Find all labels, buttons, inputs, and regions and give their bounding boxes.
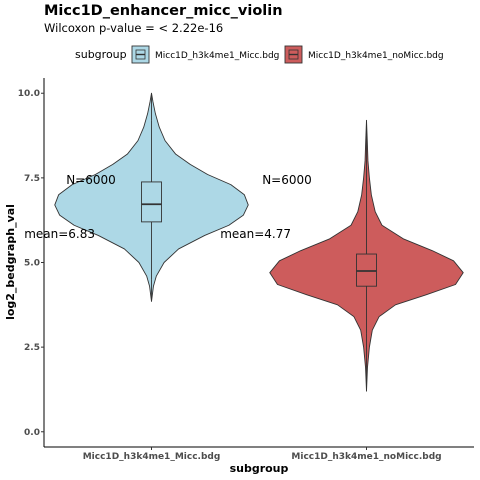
y-tick-label: 10.0 bbox=[18, 89, 40, 99]
x-axis-title: subgroup bbox=[230, 462, 289, 475]
y-tick-label: 7.5 bbox=[24, 174, 40, 184]
legend-title: subgroup bbox=[75, 48, 127, 61]
chart-subtitle: Wilcoxon p-value = < 2.22e-16 bbox=[44, 21, 223, 35]
x-tick-label: Micc1D_h3k4me1_noMicc.bdg bbox=[291, 452, 441, 462]
n-label: N=6000 bbox=[66, 173, 116, 187]
violin-group bbox=[269, 119, 464, 392]
x-axis: Micc1D_h3k4me1_Micc.bdg Micc1D_h3k4me1_no… bbox=[44, 446, 474, 462]
mean-label: mean=4.77 bbox=[220, 227, 291, 241]
n-label: N=6000 bbox=[262, 173, 312, 187]
legend-label: Micc1D_h3k4me1_Micc.bdg bbox=[155, 51, 279, 61]
y-axis: 0.0 2.5 5.0 7.5 10.0 bbox=[18, 78, 45, 447]
violin-group bbox=[54, 92, 249, 302]
y-tick-label: 5.0 bbox=[24, 259, 40, 269]
legend-label: Micc1D_h3k4me1_noMicc.bdg bbox=[308, 51, 444, 61]
x-tick-label: Micc1D_h3k4me1_Micc.bdg bbox=[83, 452, 221, 462]
mean-label: mean=6.83 bbox=[24, 227, 95, 241]
y-axis-title: log2_bedgraph_val bbox=[4, 204, 17, 320]
legend-item: Micc1D_h3k4me1_Micc.bdg bbox=[131, 45, 279, 64]
iqr-box bbox=[141, 181, 162, 223]
chart-title: Micc1D_enhancer_micc_violin bbox=[44, 3, 283, 19]
annotations: N=6000 mean=6.83 N=6000 mean=4.77 bbox=[24, 173, 312, 241]
y-tick-label: 0.0 bbox=[24, 428, 40, 438]
plot-area bbox=[54, 92, 464, 392]
legend: subgroup Micc1D_h3k4me1_Micc.bdg Micc1D_h… bbox=[75, 45, 444, 64]
legend-item: Micc1D_h3k4me1_noMicc.bdg bbox=[284, 45, 444, 64]
y-tick-label: 2.5 bbox=[24, 343, 40, 353]
